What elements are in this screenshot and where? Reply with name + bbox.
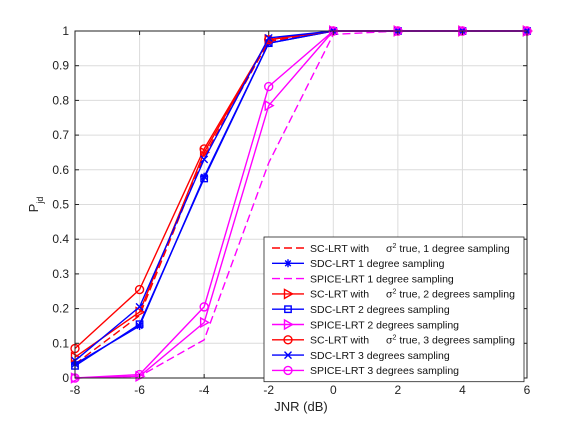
series-8-point	[200, 155, 209, 164]
legend-label-superscript: 2	[393, 243, 397, 250]
series-4-point	[199, 146, 211, 159]
x-tick-label: 0	[330, 383, 337, 397]
series-4-point	[135, 306, 146, 318]
x-tick-label: -2	[263, 383, 274, 397]
y-tick-label: 0	[62, 371, 69, 385]
legend: SC-LRT with σ2 true, 1 degree samplingSD…	[263, 236, 525, 383]
y-tick-label: 0.1	[52, 336, 69, 350]
legend-label: SDC-LRT 3 degrees sampling	[310, 350, 450, 362]
series-8-point	[135, 302, 144, 311]
legend-label: SDC-LRT 1 degree sampling	[310, 258, 445, 270]
y-tick-label: 0.9	[52, 59, 69, 73]
series-9-point	[264, 81, 274, 92]
series-6-point	[199, 316, 211, 329]
plot-area: -8 -6 -4 -2 0 2 4 6 0 0.1 0.2 0.3 0.4 0.5 0.6 0.7 0.8 0.9…	[52, 24, 533, 397]
x-tick-label: 6	[524, 383, 531, 397]
y-tick-label: 1	[62, 24, 69, 38]
x-tick-label: -8	[70, 383, 81, 397]
legend-label: SPICE-LRT 3 degrees sampling	[310, 365, 459, 377]
legend-swatch-marker	[284, 351, 292, 360]
y-tick-label: 0.4	[52, 232, 69, 246]
series-9-point	[134, 369, 145, 380]
legend-swatch-marker	[283, 288, 294, 300]
x-tick-label: 4	[459, 383, 466, 397]
legend-label: SC-LRT with σ2 true, 2 degrees sampling	[310, 289, 515, 301]
legend-label: SDC-LRT 2 degrees sampling	[310, 304, 450, 316]
legend-label-text: SC-LRT with	[310, 289, 372, 301]
legend-swatch-marker	[283, 365, 293, 376]
legend-label: SPICE-LRT 2 degrees sampling	[310, 319, 459, 331]
legend-label: SC-LRT with σ2 true, 1 degree sampling	[310, 243, 510, 255]
legend-label-sigma: σ	[386, 289, 393, 301]
series-8-point	[264, 33, 273, 42]
series-5-point	[135, 320, 144, 329]
series-2-point	[200, 172, 209, 181]
y-axis-title-subscript: jd	[35, 197, 45, 205]
legend-box	[263, 236, 525, 383]
series-7-point	[199, 144, 209, 154]
x-tick-label: -6	[134, 383, 145, 397]
legend-swatch-marker	[283, 335, 293, 345]
series-6-point	[264, 99, 275, 112]
x-tick-label: -4	[199, 383, 210, 397]
legend-swatch-marker	[284, 305, 292, 314]
series-5-point	[200, 174, 209, 183]
legend-label-text: true, 3 degrees sampling	[396, 335, 515, 347]
series-7-point	[134, 284, 145, 295]
y-axis-title-main: P	[26, 204, 41, 213]
series-9-point	[199, 302, 209, 312]
y-tick-label: 0.2	[52, 302, 69, 316]
legend-label-text: SC-LRT with	[310, 243, 372, 255]
legend-swatch-marker	[284, 259, 292, 268]
legend-swatch-marker	[283, 318, 294, 331]
legend-label-superscript: 2	[393, 289, 397, 296]
series-2-point	[135, 321, 144, 330]
y-tick-label: 0.8	[52, 93, 69, 107]
x-tick-label: 2	[395, 383, 402, 397]
y-tick-label: 0.7	[52, 128, 69, 142]
legend-label: SC-LRT with σ2 true, 3 degrees sampling	[310, 335, 515, 347]
legend-label-text: true, 2 degrees sampling	[396, 289, 515, 301]
legend-label-text: true, 1 degree sampling	[396, 243, 509, 255]
ticks: -8 -6 -4 -2 0 2 4 6 0 0.1 0.2 0.3 0.4 0.5 0.6 0.7 0.8 0.9…	[52, 24, 530, 397]
y-tick-label: 0.5	[52, 198, 69, 212]
series-7-point	[264, 34, 274, 45]
y-tick-label: 0.6	[52, 163, 69, 177]
legend-label-text: SC-LRT with	[310, 335, 372, 347]
y-axis-title: Pjd	[26, 197, 45, 213]
y-tick-label: 0.3	[52, 267, 69, 281]
legend-label: SPICE-LRT 1 degree sampling	[310, 273, 454, 285]
legend-label-sigma: σ	[386, 243, 393, 255]
x-axis-title: JNR (dB)	[274, 399, 327, 414]
legend-label-sigma: σ	[386, 335, 393, 347]
legend-label-superscript: 2	[393, 335, 397, 342]
